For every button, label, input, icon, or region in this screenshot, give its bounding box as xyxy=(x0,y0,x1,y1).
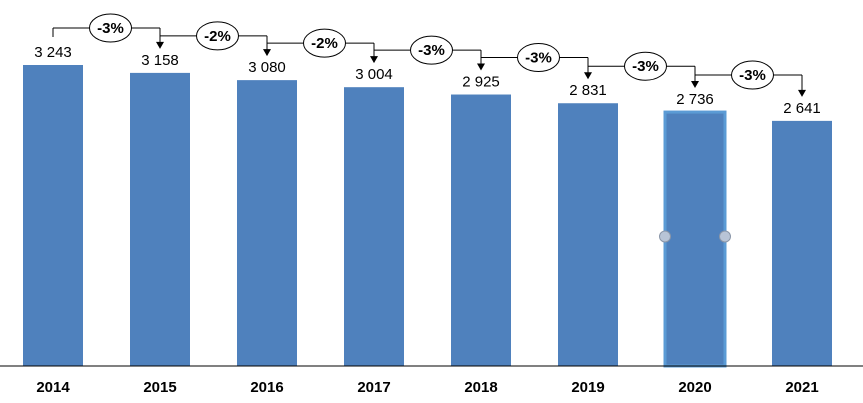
value-label-2014: 3 243 xyxy=(34,44,72,61)
change-bubble xyxy=(410,35,453,65)
change-bubble xyxy=(731,60,774,90)
bar-2020[interactable] xyxy=(663,110,727,368)
change-label-4: -3% xyxy=(418,42,445,59)
value-label-2015: 3 158 xyxy=(141,52,179,69)
change-bubble xyxy=(303,28,346,58)
arrow-down-icon xyxy=(691,81,699,89)
resize-handle-left[interactable] xyxy=(659,230,671,243)
x-tick-label-2015: 2015 xyxy=(143,379,176,396)
bar-2014[interactable] xyxy=(23,65,83,366)
value-label-2021: 2 641 xyxy=(783,100,821,117)
arrow-down-icon xyxy=(263,49,271,57)
change-connector-7: -3% xyxy=(694,60,806,97)
value-label-2016: 3 080 xyxy=(248,59,286,76)
change-connectors-layer: -3% -2% -2% -3% -3% -3% -3% xyxy=(52,13,806,97)
x-tick-label-2020: 2020 xyxy=(678,379,711,396)
arrow-down-icon xyxy=(584,72,592,80)
x-tick-label-2016: 2016 xyxy=(250,379,283,396)
bar-2021[interactable] xyxy=(772,120,832,366)
change-label-7: -3% xyxy=(739,67,766,84)
bar-2019[interactable] xyxy=(558,103,618,366)
bar-2015[interactable] xyxy=(130,72,190,367)
change-connector-6: -3% xyxy=(587,51,699,89)
change-label-2: -2% xyxy=(204,28,231,45)
change-label-5: -3% xyxy=(525,50,552,67)
value-label-2018: 2 925 xyxy=(462,74,500,91)
change-bubble xyxy=(89,13,132,43)
bar-2017[interactable] xyxy=(344,87,404,366)
arrow-down-icon xyxy=(798,89,806,97)
change-connector-5: -3% xyxy=(480,43,592,80)
x-tick-label-2014: 2014 xyxy=(36,379,70,396)
x-tick-label-2018: 2018 xyxy=(464,379,497,396)
resize-handle-right[interactable] xyxy=(719,230,731,243)
change-bubble xyxy=(624,51,667,81)
bar-2016[interactable] xyxy=(237,80,297,366)
arrow-down-icon xyxy=(370,56,378,64)
arrow-down-icon xyxy=(156,41,164,49)
arrow-down-icon xyxy=(477,63,485,71)
x-tick-label-2019: 2019 xyxy=(571,379,604,396)
bars-layer xyxy=(23,65,832,368)
change-bubble xyxy=(196,21,239,51)
change-bubble xyxy=(517,43,560,73)
change-connector-3: -2% xyxy=(266,28,378,64)
value-label-2020: 2 736 xyxy=(676,91,714,108)
change-label-6: -3% xyxy=(632,58,659,75)
value-label-2019: 2 831 xyxy=(569,82,607,99)
change-label-1: -3% xyxy=(97,20,124,37)
labels-layer: 3 243 2014 3 158 2015 3 080 2016 3 004 2017 2 92… xyxy=(34,44,821,396)
bar-2018[interactable] xyxy=(451,94,511,367)
change-connector-1: -3% xyxy=(52,13,164,49)
change-label-3: -2% xyxy=(311,35,338,52)
value-label-2017: 3 004 xyxy=(355,66,393,83)
x-tick-label-2021: 2021 xyxy=(785,379,818,396)
x-tick-label-2017: 2017 xyxy=(357,379,390,396)
